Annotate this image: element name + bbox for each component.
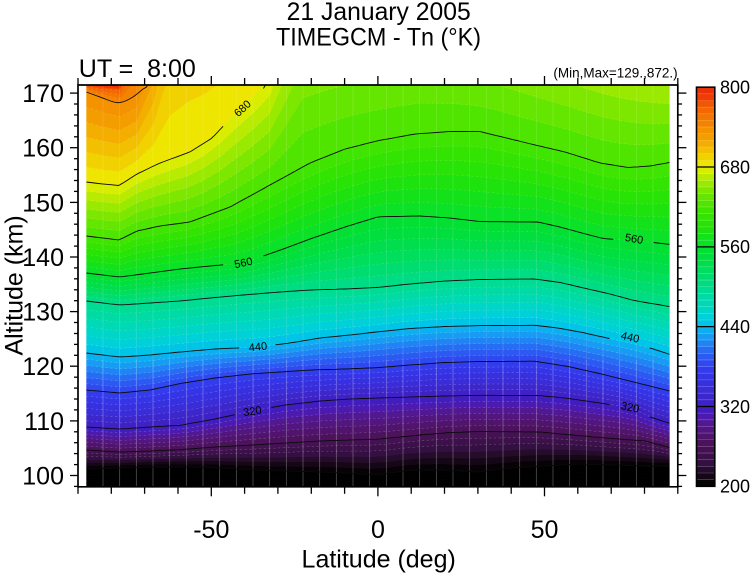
svg-text:200: 200: [720, 477, 750, 497]
svg-text:560: 560: [624, 232, 644, 247]
svg-text:120: 120: [22, 353, 64, 381]
svg-text:560: 560: [720, 237, 750, 257]
svg-text:320: 320: [620, 400, 640, 416]
svg-text:TIMEGCM - Tn (°K): TIMEGCM - Tn (°K): [276, 25, 481, 52]
svg-text:Latitude (deg): Latitude (deg): [302, 546, 456, 574]
svg-text:160: 160: [22, 135, 64, 163]
svg-text:560: 560: [233, 256, 253, 272]
svg-text:680: 680: [720, 157, 750, 177]
svg-text:320: 320: [720, 397, 750, 417]
svg-text:130: 130: [22, 299, 64, 327]
svg-text:140: 140: [22, 244, 64, 272]
svg-text:800: 800: [720, 78, 750, 98]
svg-text:Altitude (km): Altitude (km): [0, 215, 28, 355]
svg-text:440: 440: [620, 330, 641, 346]
svg-text:UT = 8:00: UT = 8:00: [79, 55, 196, 83]
svg-text:21 January 2005: 21 January 2005: [287, 0, 471, 26]
svg-text:440: 440: [248, 340, 268, 354]
svg-text:(Min,Max=129.,872.): (Min,Max=129.,872.): [553, 65, 677, 80]
svg-text:320: 320: [242, 405, 262, 420]
svg-text:50: 50: [531, 516, 559, 544]
svg-text:110: 110: [24, 408, 64, 436]
svg-text:170: 170: [22, 80, 64, 108]
svg-text:150: 150: [22, 189, 64, 217]
svg-text:-50: -50: [193, 516, 229, 544]
svg-text:100: 100: [22, 462, 64, 490]
svg-text:440: 440: [720, 317, 750, 337]
svg-text:0: 0: [371, 516, 385, 544]
